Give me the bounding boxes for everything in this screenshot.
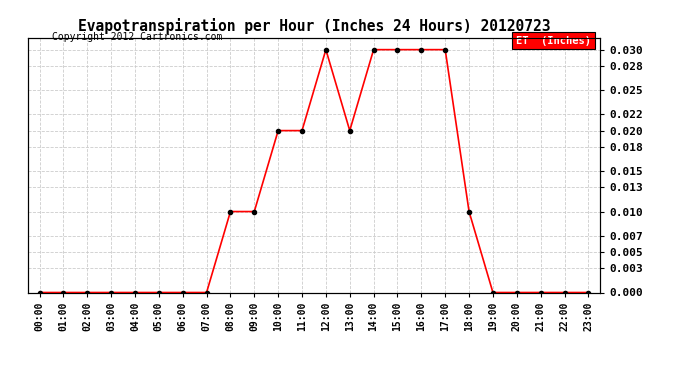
Bar — [511, 32, 595, 49]
Text: Copyright 2012 Cartronics.com: Copyright 2012 Cartronics.com — [52, 32, 222, 42]
Title: Evapotranspiration per Hour (Inches 24 Hours) 20120723: Evapotranspiration per Hour (Inches 24 H… — [78, 18, 550, 33]
Text: ET  (Inches): ET (Inches) — [515, 36, 591, 46]
